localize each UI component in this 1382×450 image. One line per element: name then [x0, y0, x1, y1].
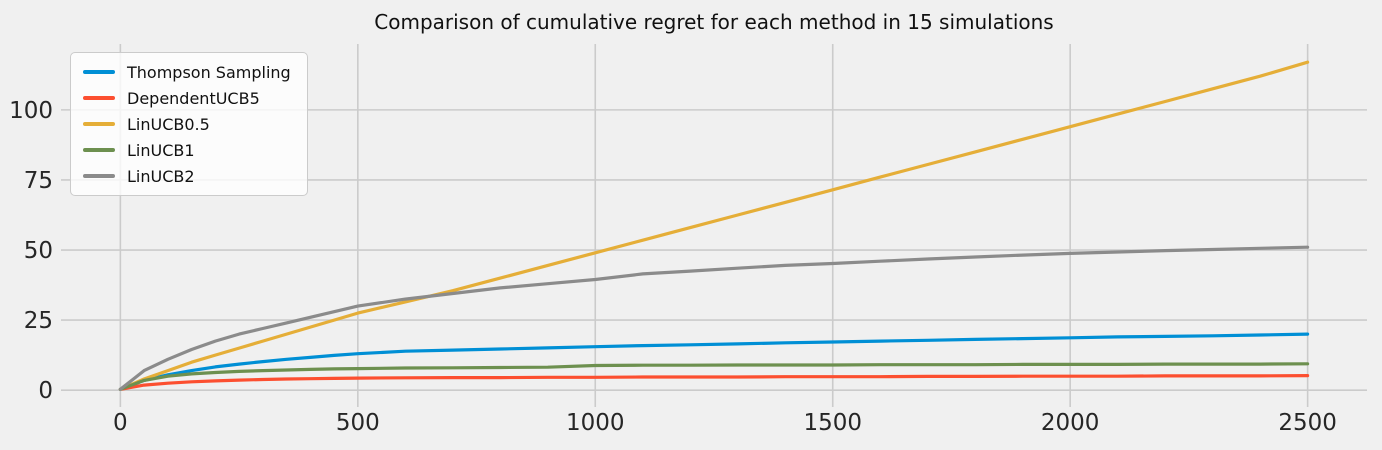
x-tick-label: 1500	[803, 410, 862, 436]
y-tick-label: 25	[24, 308, 53, 334]
y-tick-label: 50	[24, 238, 53, 264]
legend-label-linucb0-5: LinUCB0.5	[127, 114, 210, 134]
legend-line-swatch-linucb2	[83, 174, 115, 178]
chart-title: Comparison of cumulative regret for each…	[374, 10, 1054, 34]
x-tick-label: 500	[336, 410, 380, 436]
legend-item-dependentucb5: DependentUCB5	[83, 85, 291, 111]
x-tick-label: 2000	[1041, 410, 1100, 436]
legend: Thompson Sampling DependentUCB5 LinUCB0.5 L…	[70, 52, 308, 196]
series-line-linucb0-5	[118, 60, 1310, 391]
x-tick-label: 2500	[1278, 410, 1337, 436]
legend-item-thompson-sampling: Thompson Sampling	[83, 59, 291, 85]
series-line-thompson-sampling	[118, 332, 1310, 391]
legend-line-swatch-thompson-sampling	[83, 70, 115, 74]
x-tick-label: 0	[113, 410, 128, 436]
series-line-linucb2	[118, 245, 1310, 391]
y-tick-label: 100	[9, 98, 53, 124]
x-tick-label: 1000	[566, 410, 625, 436]
legend-label-linucb2: LinUCB2	[127, 166, 195, 186]
legend-item-linucb1: LinUCB1	[83, 137, 291, 163]
series-line-dependentucb5	[118, 374, 1310, 391]
legend-label-linucb1: LinUCB1	[127, 140, 195, 160]
y-tick-label: 0	[38, 378, 53, 404]
legend-label-dependentucb5: DependentUCB5	[127, 88, 260, 108]
legend-line-swatch-linucb0-5	[83, 122, 115, 126]
series-line-linucb1	[118, 362, 1310, 391]
legend-item-linucb0-5: LinUCB0.5	[83, 111, 291, 137]
legend-line-swatch-dependentucb5	[83, 96, 115, 100]
legend-label-thompson-sampling: Thompson Sampling	[127, 62, 291, 82]
legend-item-linucb2: LinUCB2	[83, 163, 291, 189]
legend-line-swatch-linucb1	[83, 148, 115, 152]
y-tick-label: 75	[24, 168, 53, 194]
